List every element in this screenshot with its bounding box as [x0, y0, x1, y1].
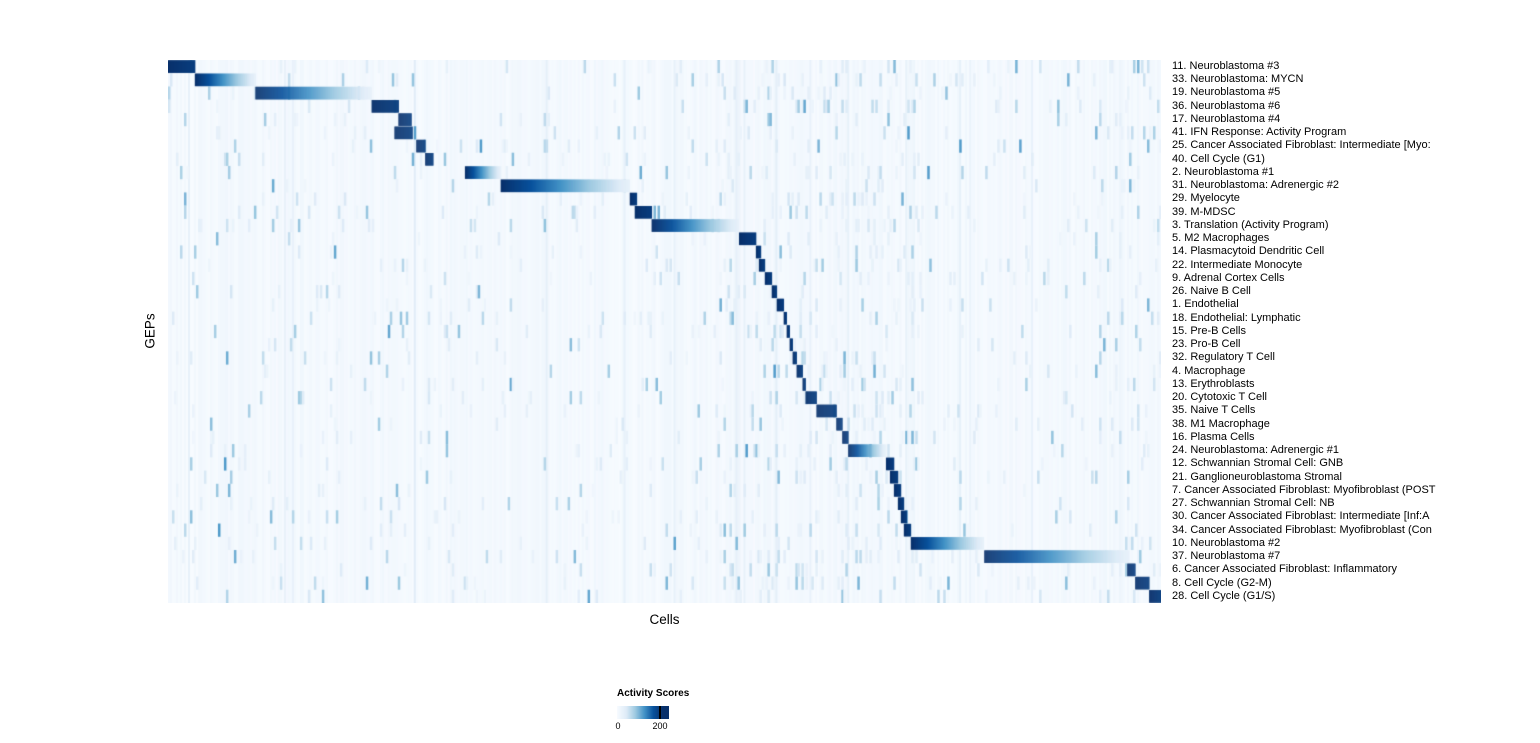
row-label: 11. Neuroblastoma #3	[1172, 60, 1280, 72]
row-label: 22. Intermediate Monocyte	[1172, 258, 1303, 271]
row-label: 7. Cancer Associated Fibroblast: Myofibr…	[1172, 483, 1436, 496]
heatmap	[168, 60, 1161, 603]
row-label: 2. Neuroblastoma #1	[1172, 165, 1275, 178]
legend-labels: 0 200	[615, 721, 697, 733]
row-label: 6. Cancer Associated Fibroblast: Inflamm…	[1172, 563, 1397, 576]
row-label: 31. Neuroblastoma: Adrenergic #2	[1172, 179, 1339, 192]
row-label: 12. Schwannian Stromal Cell: GNB	[1172, 457, 1344, 470]
row-label: 21. Ganglioneuroblastoma Stromal	[1172, 470, 1342, 483]
row-label: 15. Pre-B Cells	[1172, 324, 1246, 337]
row-label: 19. Neuroblastoma #5	[1172, 86, 1281, 99]
row-label: 25. Cancer Associated Fibroblast: Interm…	[1172, 139, 1431, 152]
legend-title: Activity Scores	[617, 688, 690, 699]
heatmap-canvas	[168, 60, 1161, 603]
row-label: 18. Endothelial: Lymphatic	[1172, 311, 1301, 324]
activity-scores-legend: Activity Scores 0 200	[615, 688, 757, 733]
row-label: 36. Neuroblastoma #6	[1172, 99, 1281, 112]
row-label: 27. Schwannian Stromal Cell: NB	[1172, 497, 1335, 510]
row-label: 5. M2 Macrophages	[1172, 232, 1270, 245]
row-label: 39. M-MDSC	[1172, 205, 1236, 218]
row-label: 34. Cancer Associated Fibroblast: Myofib…	[1172, 523, 1432, 536]
row-label: 35. Naive T Cells	[1172, 404, 1256, 417]
row-label: 41. IFN Response: Activity Program	[1172, 126, 1347, 139]
y-axis-label: GEPs	[142, 313, 158, 349]
row-label: 10. Neuroblastoma #2	[1172, 536, 1281, 549]
row-label: 24. Neuroblastoma: Adrenergic #1	[1172, 444, 1339, 457]
row-label: 30. Cancer Associated Fibroblast: Interm…	[1172, 510, 1430, 523]
row-label: 4. Macrophage	[1172, 364, 1246, 377]
row-label: 38. M1 Macrophage	[1172, 417, 1270, 430]
row-label: 28. Cell Cycle (G1/S)	[1172, 589, 1276, 602]
row-label: 8. Cell Cycle (G2-M)	[1172, 576, 1272, 589]
row-label: 23. Pro-B Cell	[1172, 338, 1241, 351]
row-label: 17. Neuroblastoma #4	[1172, 112, 1281, 125]
row-label: 32. Regulatory T Cell	[1172, 351, 1275, 364]
row-label: 26. Naive B Cell	[1172, 285, 1251, 298]
legend-colorbar	[617, 706, 669, 719]
row-label: 20. Cytotoxic T Cell	[1172, 391, 1267, 404]
row-label: 14. Plasmacytoid Dendritic Cell	[1172, 245, 1325, 258]
row-label: 33. Neuroblastoma: MYCN	[1172, 73, 1304, 86]
row-label: 40. Cell Cycle (G1)	[1172, 152, 1265, 165]
row-label: 1. Endothelial	[1172, 298, 1239, 311]
legend-min-label: 0	[615, 721, 621, 731]
row-labels: 11. Neuroblastoma #3 33. Neuroblastoma: M…	[1172, 60, 1540, 603]
row-label: 9. Adrenal Cortex Cells	[1172, 271, 1285, 284]
row-label: 3. Translation (Activity Program)	[1172, 218, 1329, 231]
row-label: 37. Neuroblastoma #7	[1172, 550, 1281, 563]
legend-max-tick	[659, 706, 661, 719]
legend-max-label: 200	[652, 721, 668, 731]
row-label: 16. Plasma Cells	[1172, 430, 1255, 443]
x-axis-label: Cells	[649, 612, 680, 627]
row-label: 29. Myelocyte	[1172, 192, 1240, 205]
row-label: 13. Erythroblasts	[1172, 377, 1255, 390]
